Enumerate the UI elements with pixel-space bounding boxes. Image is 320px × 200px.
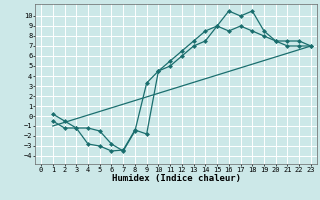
- X-axis label: Humidex (Indice chaleur): Humidex (Indice chaleur): [111, 174, 241, 183]
